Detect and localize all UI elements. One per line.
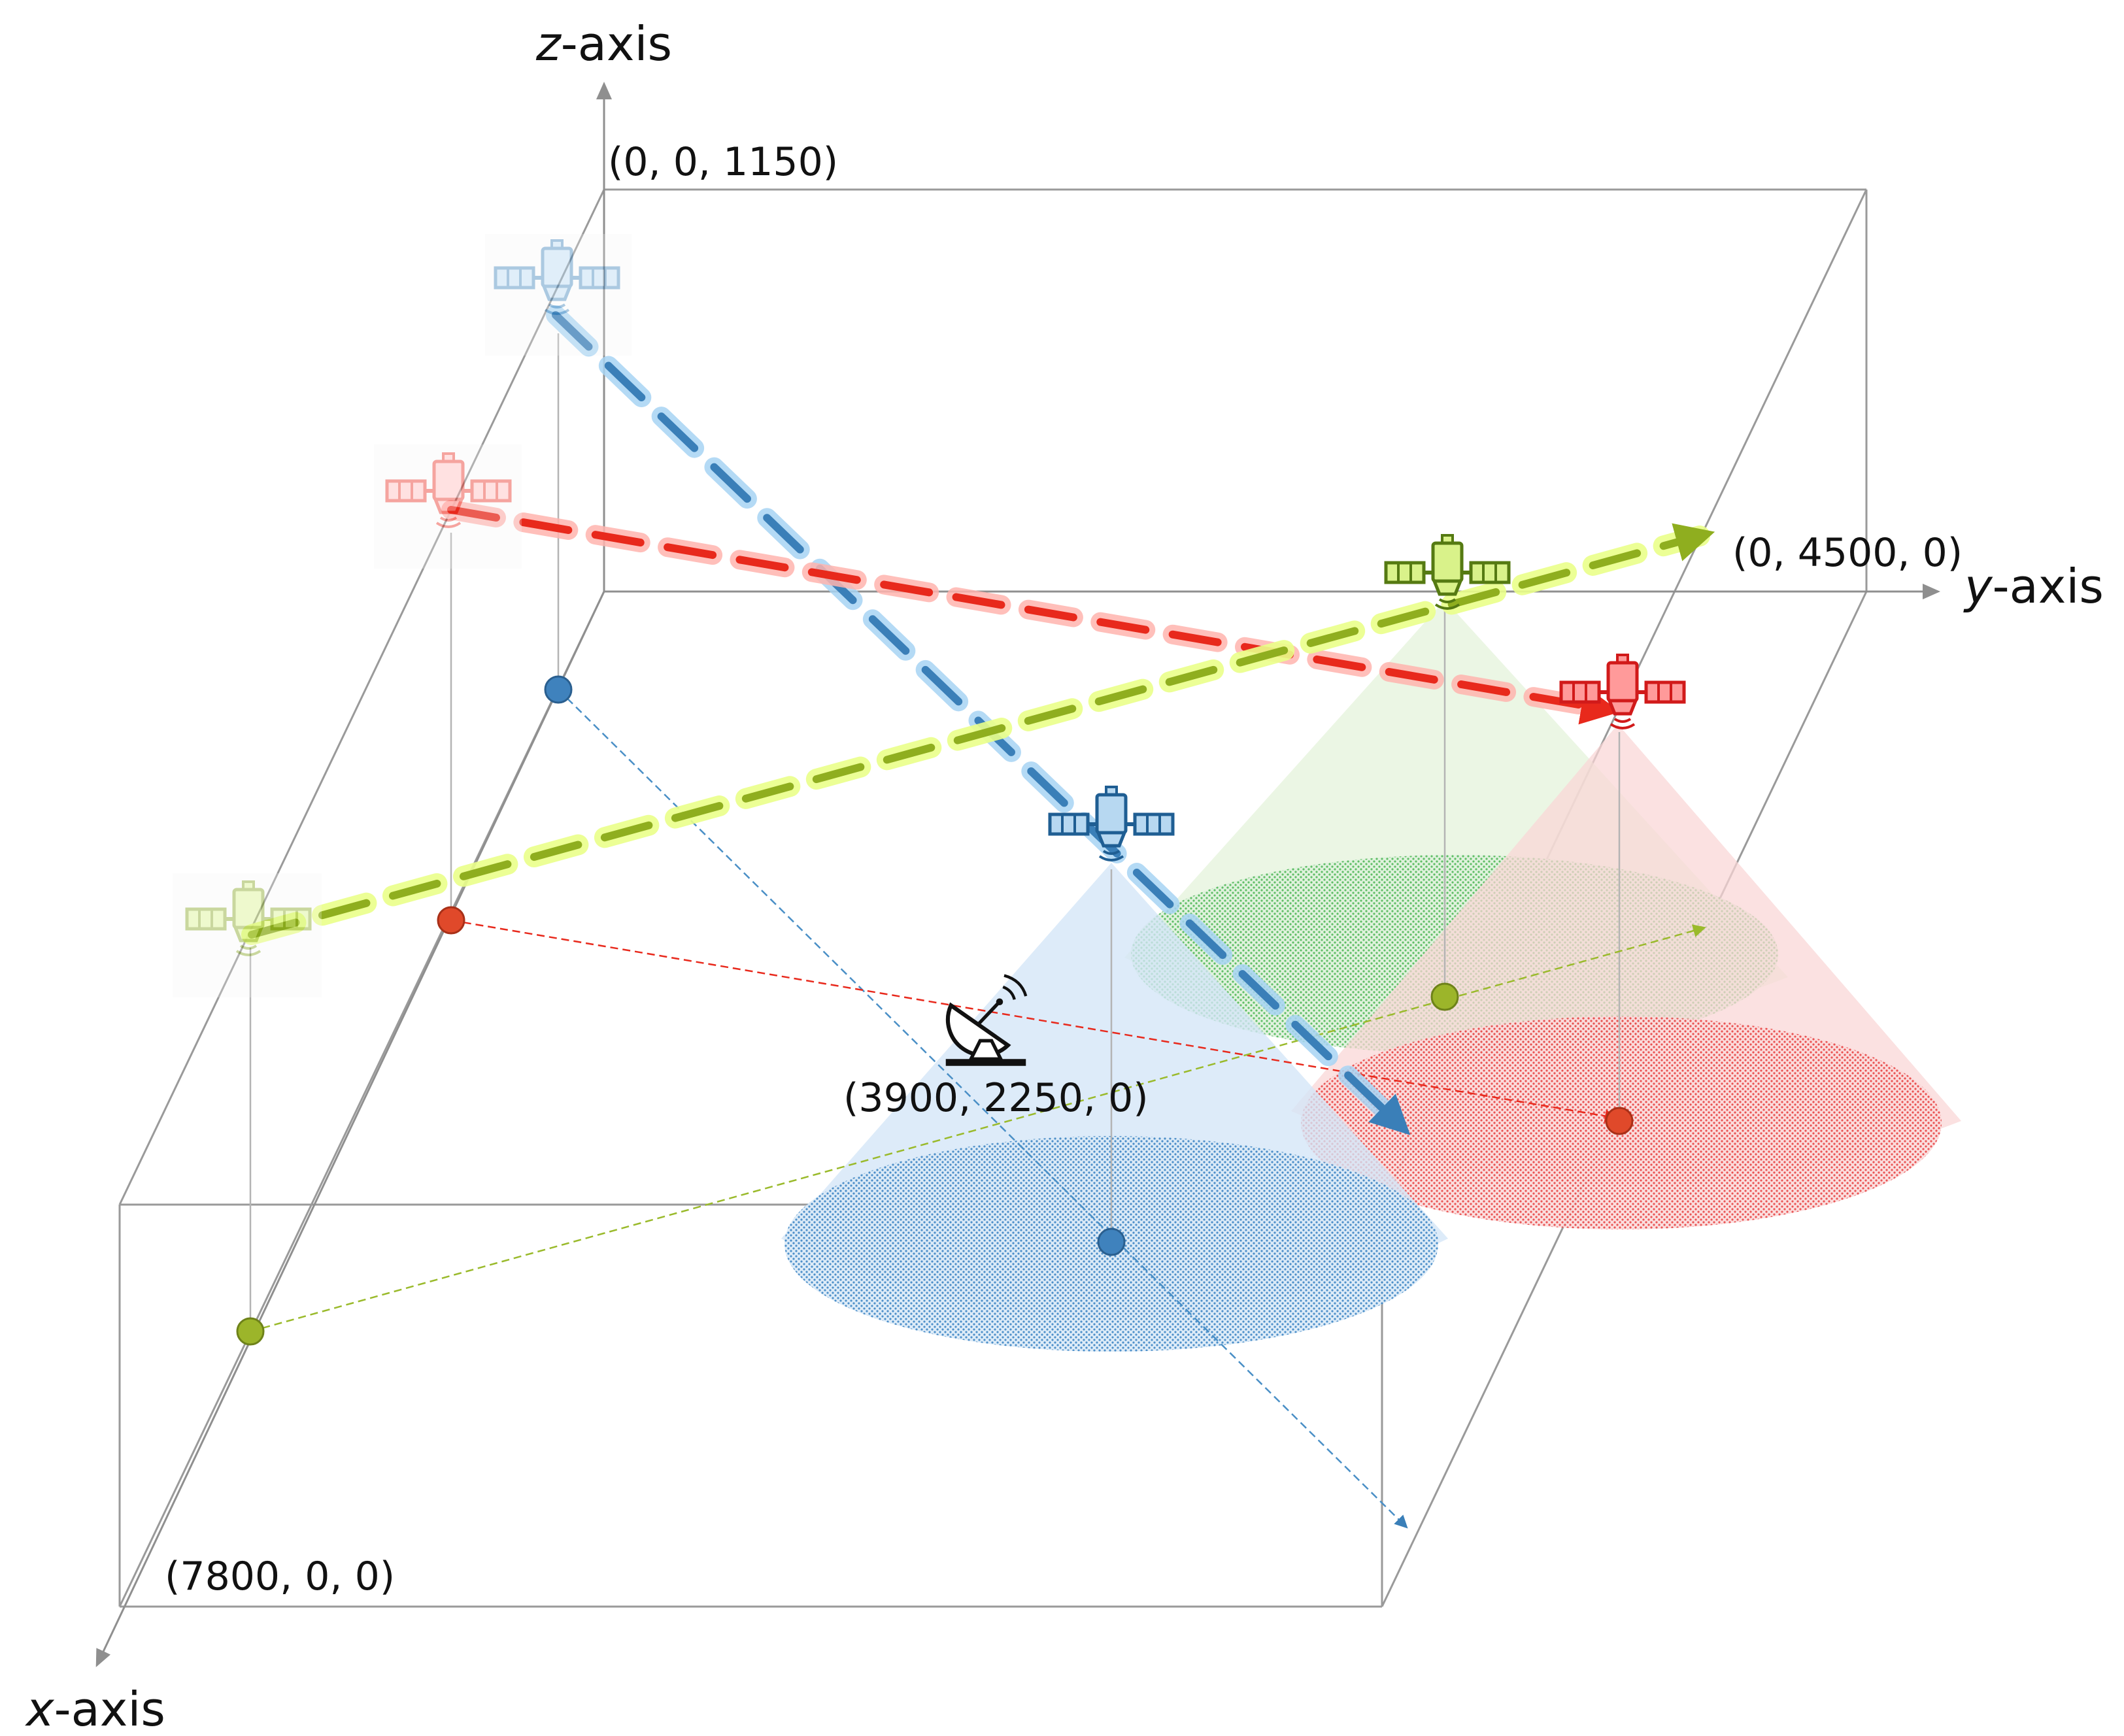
blue-current-point (1097, 1227, 1126, 1256)
x-axis-label: x-axis (25, 1682, 165, 1736)
ground-points (236, 675, 1634, 1346)
green-ground-track (250, 924, 1706, 1333)
red-start-point (437, 906, 465, 935)
axes (95, 82, 1940, 1667)
red-ground-track (450, 919, 1618, 1123)
ground-tracks (250, 689, 1706, 1529)
green-current-point (1430, 982, 1459, 1011)
z-axis-label: z-axis (535, 16, 672, 71)
satellite-icon (1561, 655, 1684, 728)
red-trajectory (447, 506, 1621, 725)
x-end-coordinate: (7800, 0, 0) (165, 1554, 395, 1599)
y-axis-label: y-axis (1963, 559, 2104, 614)
red-current-point (1605, 1107, 1634, 1135)
orbit-trajectories (241, 305, 1715, 1135)
blue-start-point (544, 675, 573, 704)
blue-trajectory (552, 311, 1411, 1135)
z-top-coordinate: (0, 0, 1150) (608, 139, 838, 185)
green-start-point (236, 1317, 265, 1346)
ground-station-coordinate: (3900, 2250, 0) (843, 1075, 1149, 1121)
drop-lines (249, 333, 1621, 1331)
y-end-coordinate: (0, 4500, 0) (1732, 530, 1963, 576)
satellite-icon (173, 873, 322, 997)
green-trajectory (248, 523, 1715, 939)
satellite-icon (374, 444, 522, 569)
satellite-icon (485, 234, 632, 356)
x-axis-line (95, 591, 605, 1667)
